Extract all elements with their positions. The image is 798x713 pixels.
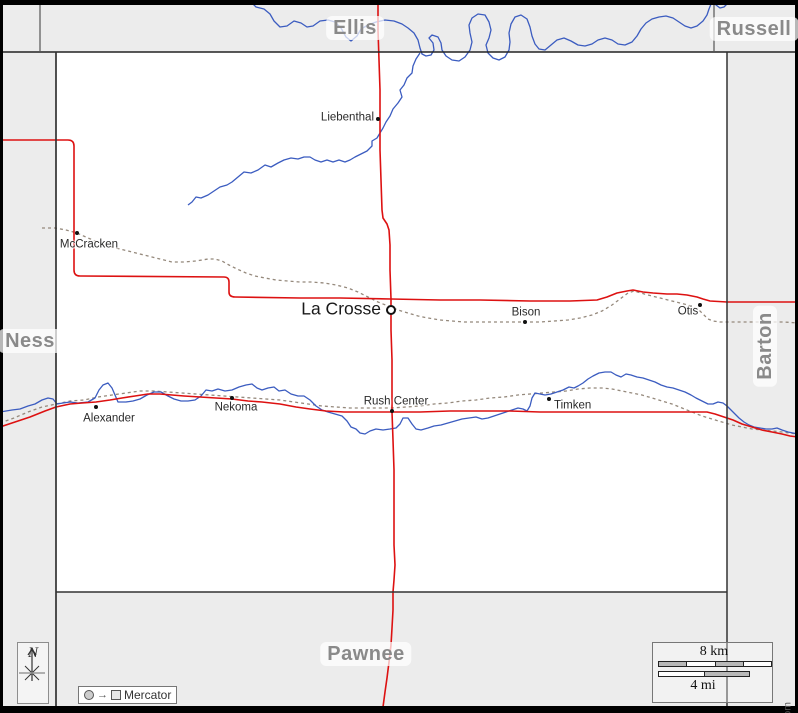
frame-left xyxy=(0,0,3,713)
railroad-north-line xyxy=(42,227,798,324)
arrow-right-icon: → xyxy=(97,688,108,701)
scale-segment xyxy=(714,661,743,666)
globe-icon xyxy=(84,690,94,700)
river-tributary xyxy=(187,52,421,206)
scale-segment xyxy=(659,661,687,666)
compass-arrow-icon xyxy=(19,647,45,681)
scale-segment xyxy=(686,661,715,666)
frame-right xyxy=(795,0,798,713)
projection-legend: → Mercator xyxy=(78,686,178,704)
frame-bottom xyxy=(0,706,798,713)
road-north-south xyxy=(377,0,396,708)
scale-box: 8 km 4 mi xyxy=(652,642,773,703)
compass-north-label: N xyxy=(27,645,38,661)
scale-mi-label: 4 mi xyxy=(690,677,716,693)
frame-top xyxy=(0,0,798,5)
copyright-text: © d-maps.com xyxy=(781,702,793,713)
scale-segment xyxy=(659,671,704,676)
scale-segment xyxy=(703,671,749,676)
flat-map-icon xyxy=(111,690,121,700)
projection-label: Mercator xyxy=(124,688,172,702)
scale-km-label: 8 km xyxy=(699,644,729,659)
scale-segment xyxy=(742,661,771,666)
scale-bar-km xyxy=(658,660,772,667)
compass-rose: N xyxy=(17,642,49,704)
scale-bar-mi xyxy=(658,670,750,677)
road-northwest xyxy=(0,139,798,303)
